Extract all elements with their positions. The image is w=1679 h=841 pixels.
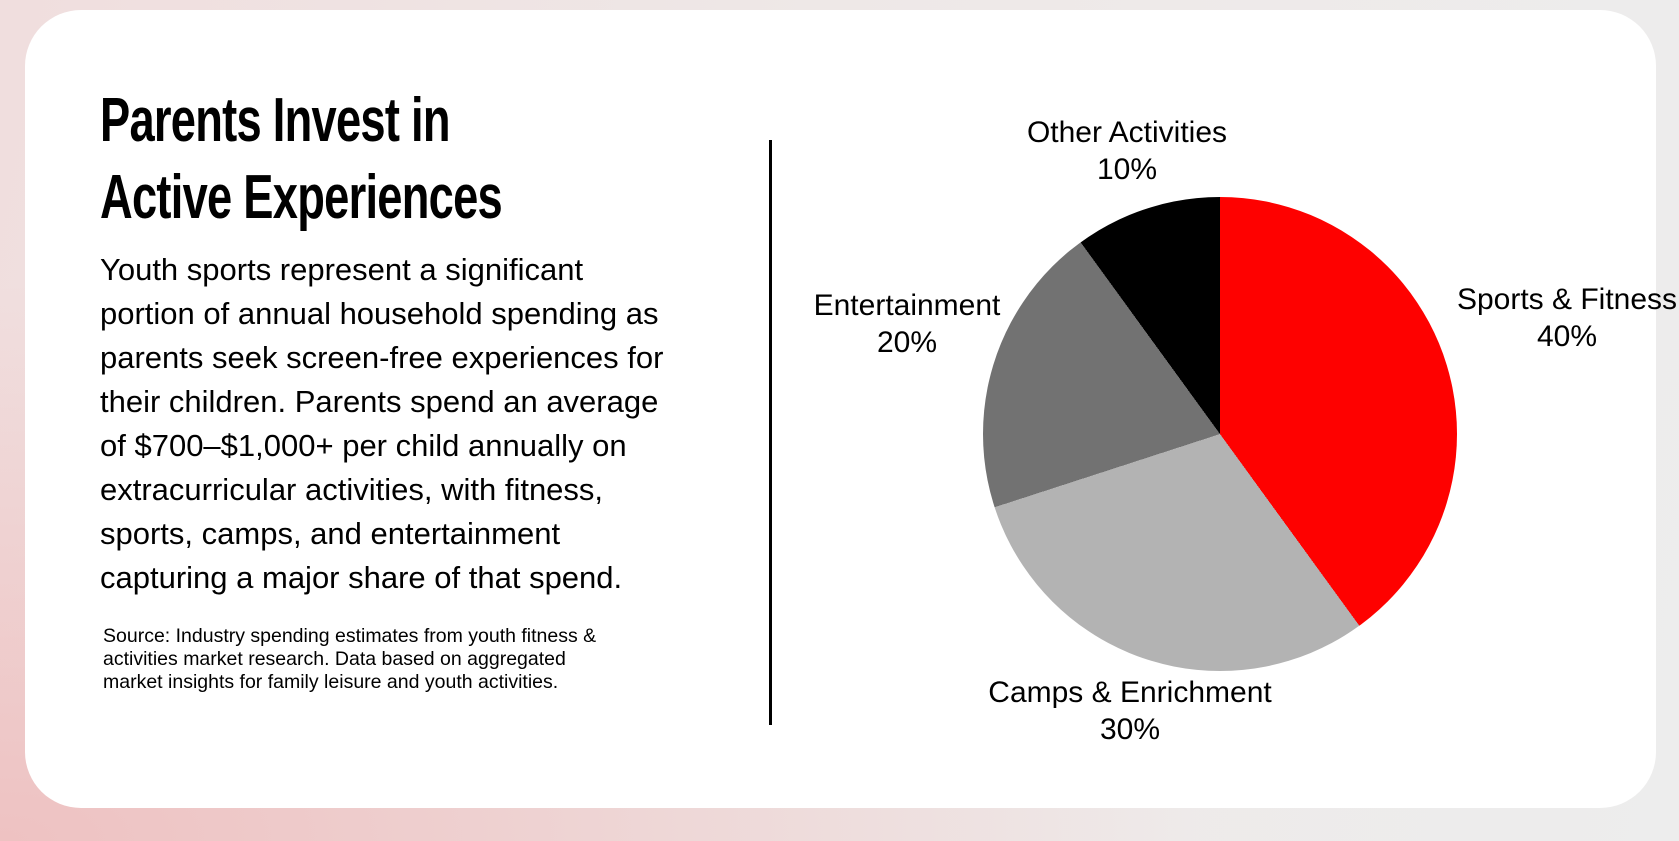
page-title: Parents Invest in Active Experiences	[100, 86, 503, 232]
pie-chart	[983, 197, 1457, 671]
source-note: Source: Industry spending estimates from…	[103, 625, 597, 693]
slice-value: 30%	[1099, 713, 1161, 746]
slice-label: Camps & Enrichment	[988, 676, 1272, 709]
slice-value: 40%	[1536, 320, 1598, 353]
body-paragraph: Youth sports represent a significant por…	[100, 252, 664, 595]
slice-value: 10%	[1096, 153, 1158, 186]
content-card: Parents Invest in Active Experiences You…	[25, 10, 1677, 808]
pie-label-entertainment: Entertainment 20%	[767, 287, 1047, 361]
slice-label: Other Activities	[1026, 116, 1228, 149]
pie-label-camps-enrichment: Camps & Enrichment 30%	[960, 674, 1300, 748]
pie-label-other-activities: Other Activities 10%	[977, 114, 1277, 188]
vertical-divider	[769, 140, 772, 725]
pie-label-sports-fitness: Sports & Fitness 40%	[1427, 281, 1679, 355]
slice-label: Sports & Fitness	[1456, 283, 1678, 316]
slice-label: Entertainment	[813, 289, 1001, 322]
slice-value: 20%	[876, 326, 938, 359]
